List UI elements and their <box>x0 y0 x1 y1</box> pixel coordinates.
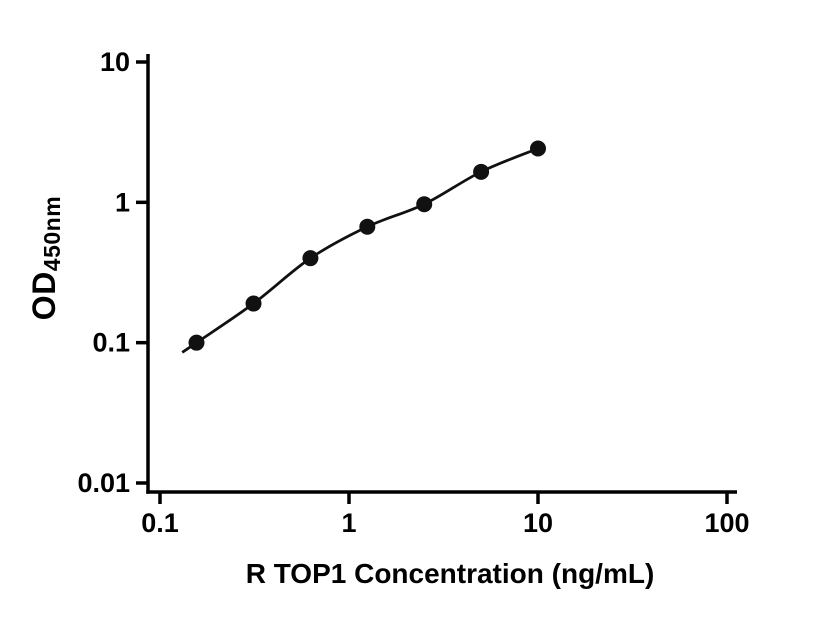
x-tick-label: 1 <box>341 508 356 538</box>
y-axis-title: OD450nm <box>26 196 66 320</box>
y-axis-title-sub: 450nm <box>39 195 66 272</box>
x-tick-label: 10 <box>523 508 553 538</box>
y-axis-title-main: OD <box>25 271 62 321</box>
standard-curve-line <box>181 147 539 354</box>
y-tick-label: 0.01 <box>77 468 130 498</box>
data-point <box>530 140 546 157</box>
data-point <box>359 218 376 235</box>
y-tick-label: 0.1 <box>92 328 130 358</box>
data-point <box>245 295 262 312</box>
x-axis-title: R TOP1 Concentration (ng/mL) <box>245 558 655 589</box>
data-point <box>416 196 433 213</box>
y-tick-label: 10 <box>100 47 130 77</box>
x-tick-label: 0.1 <box>141 508 179 538</box>
y-tick-label: 1 <box>115 187 130 217</box>
data-point <box>473 163 490 180</box>
x-tick-label: 100 <box>704 508 749 538</box>
data-point <box>302 250 319 267</box>
data-point <box>188 334 205 351</box>
